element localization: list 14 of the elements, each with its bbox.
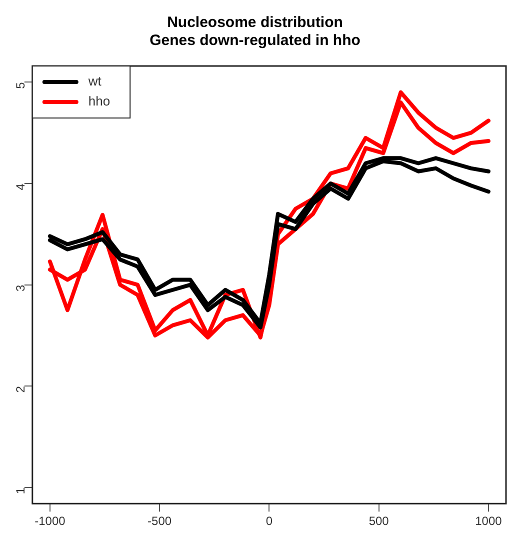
legend-label: hho	[88, 94, 110, 109]
y-tick-label: 1	[14, 487, 28, 494]
y-tick-label: 4	[14, 183, 28, 190]
x-tick-label: -500	[148, 514, 172, 528]
x-tick-label: 1000	[475, 514, 502, 528]
y-tick-label: 2	[14, 386, 28, 393]
x-tick-label: 0	[266, 514, 273, 528]
x-tick-label: -1000	[34, 514, 66, 528]
x-tick-label: 500	[368, 514, 390, 528]
chart-title: Nucleosome distribution	[167, 14, 343, 32]
chart-subtitle: Genes down-regulated in hho	[150, 32, 360, 50]
y-tick-label: 3	[14, 284, 28, 292]
y-tick-label: 5	[14, 82, 28, 89]
legend-label: wt	[87, 74, 102, 89]
